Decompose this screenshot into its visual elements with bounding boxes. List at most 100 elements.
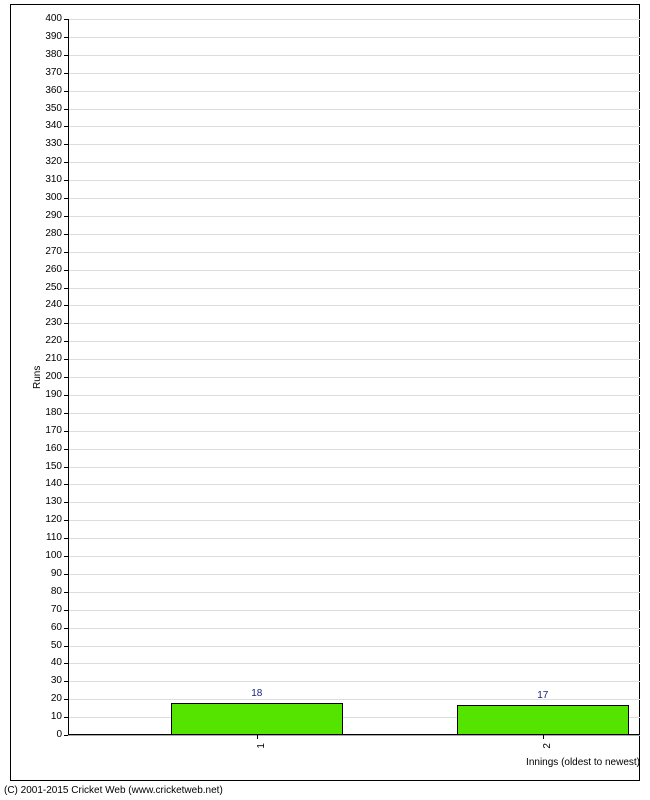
gridline: [68, 681, 640, 682]
gridline: [68, 288, 640, 289]
gridline: [68, 305, 640, 306]
x-tick-mark: [543, 735, 544, 739]
y-tick-mark: [64, 180, 68, 181]
y-tick-mark: [64, 377, 68, 378]
gridline: [68, 234, 640, 235]
gridline: [68, 449, 640, 450]
y-tick-mark: [64, 341, 68, 342]
plot-area: 1817: [68, 19, 640, 735]
gridline: [68, 109, 640, 110]
y-tick-mark: [64, 270, 68, 271]
gridline: [68, 91, 640, 92]
y-tick-label: 40: [38, 658, 62, 668]
gridline: [68, 592, 640, 593]
y-tick-label: 290: [38, 211, 62, 221]
gridline: [68, 73, 640, 74]
y-tick-label: 360: [38, 86, 62, 96]
y-tick-label: 280: [38, 229, 62, 239]
gridline: [68, 323, 640, 324]
gridline: [68, 395, 640, 396]
gridline: [68, 556, 640, 557]
y-tick-label: 250: [38, 283, 62, 293]
y-tick-label: 60: [38, 623, 62, 633]
y-tick-label: 240: [38, 300, 62, 310]
y-tick-label: 330: [38, 139, 62, 149]
y-tick-mark: [64, 37, 68, 38]
y-tick-mark: [64, 323, 68, 324]
y-tick-label: 30: [38, 676, 62, 686]
y-tick-mark: [64, 198, 68, 199]
y-tick-label: 160: [38, 444, 62, 454]
y-tick-mark: [64, 449, 68, 450]
y-tick-label: 210: [38, 354, 62, 364]
gridline: [68, 502, 640, 503]
y-tick-label: 0: [38, 730, 62, 740]
gridline: [68, 252, 640, 253]
gridline: [68, 144, 640, 145]
copyright-text: (C) 2001-2015 Cricket Web (www.cricketwe…: [4, 785, 223, 796]
y-tick-label: 150: [38, 462, 62, 472]
y-tick-mark: [64, 216, 68, 217]
y-tick-label: 380: [38, 50, 62, 60]
gridline: [68, 628, 640, 629]
y-tick-mark: [64, 735, 68, 736]
gridline: [68, 484, 640, 485]
bar-value-label: 18: [227, 689, 287, 699]
y-tick-label: 390: [38, 32, 62, 42]
gridline: [68, 270, 640, 271]
y-tick-mark: [64, 610, 68, 611]
gridline: [68, 37, 640, 38]
gridline: [68, 646, 640, 647]
y-tick-label: 300: [38, 193, 62, 203]
y-tick-label: 20: [38, 694, 62, 704]
gridline: [68, 467, 640, 468]
bar: [457, 705, 629, 735]
gridline: [68, 341, 640, 342]
y-tick-mark: [64, 252, 68, 253]
x-tick-label: 2: [543, 743, 553, 773]
y-tick-label: 340: [38, 121, 62, 131]
y-tick-mark: [64, 126, 68, 127]
y-tick-label: 140: [38, 479, 62, 489]
y-tick-label: 220: [38, 336, 62, 346]
y-tick-label: 170: [38, 426, 62, 436]
chart-frame: 1817 Runs Innings (oldest to newest) 010…: [10, 4, 640, 781]
y-tick-label: 400: [38, 14, 62, 24]
gridline: [68, 359, 640, 360]
gridline: [68, 431, 640, 432]
x-tick-label: 1: [257, 743, 267, 773]
gridline: [68, 198, 640, 199]
y-tick-mark: [64, 359, 68, 360]
y-tick-mark: [64, 162, 68, 163]
gridline: [68, 520, 640, 521]
gridline: [68, 162, 640, 163]
y-tick-mark: [64, 574, 68, 575]
y-tick-label: 10: [38, 712, 62, 722]
y-tick-mark: [64, 681, 68, 682]
y-tick-mark: [64, 717, 68, 718]
y-tick-label: 260: [38, 265, 62, 275]
gridline: [68, 663, 640, 664]
bar-value-label: 17: [513, 691, 573, 701]
gridline: [68, 216, 640, 217]
y-tick-label: 270: [38, 247, 62, 257]
y-tick-mark: [64, 19, 68, 20]
y-tick-mark: [64, 502, 68, 503]
y-tick-mark: [64, 288, 68, 289]
y-tick-mark: [64, 431, 68, 432]
y-tick-mark: [64, 91, 68, 92]
gridline: [68, 413, 640, 414]
chart-container: 1817 Runs Innings (oldest to newest) 010…: [0, 0, 650, 800]
y-axis-line: [68, 19, 69, 735]
y-tick-mark: [64, 305, 68, 306]
x-axis-line: [68, 734, 640, 735]
y-tick-label: 70: [38, 605, 62, 615]
y-tick-mark: [64, 484, 68, 485]
y-tick-mark: [64, 395, 68, 396]
gridline: [68, 574, 640, 575]
y-tick-label: 90: [38, 569, 62, 579]
y-tick-label: 110: [38, 533, 62, 543]
y-tick-mark: [64, 55, 68, 56]
y-tick-mark: [64, 109, 68, 110]
y-tick-mark: [64, 628, 68, 629]
